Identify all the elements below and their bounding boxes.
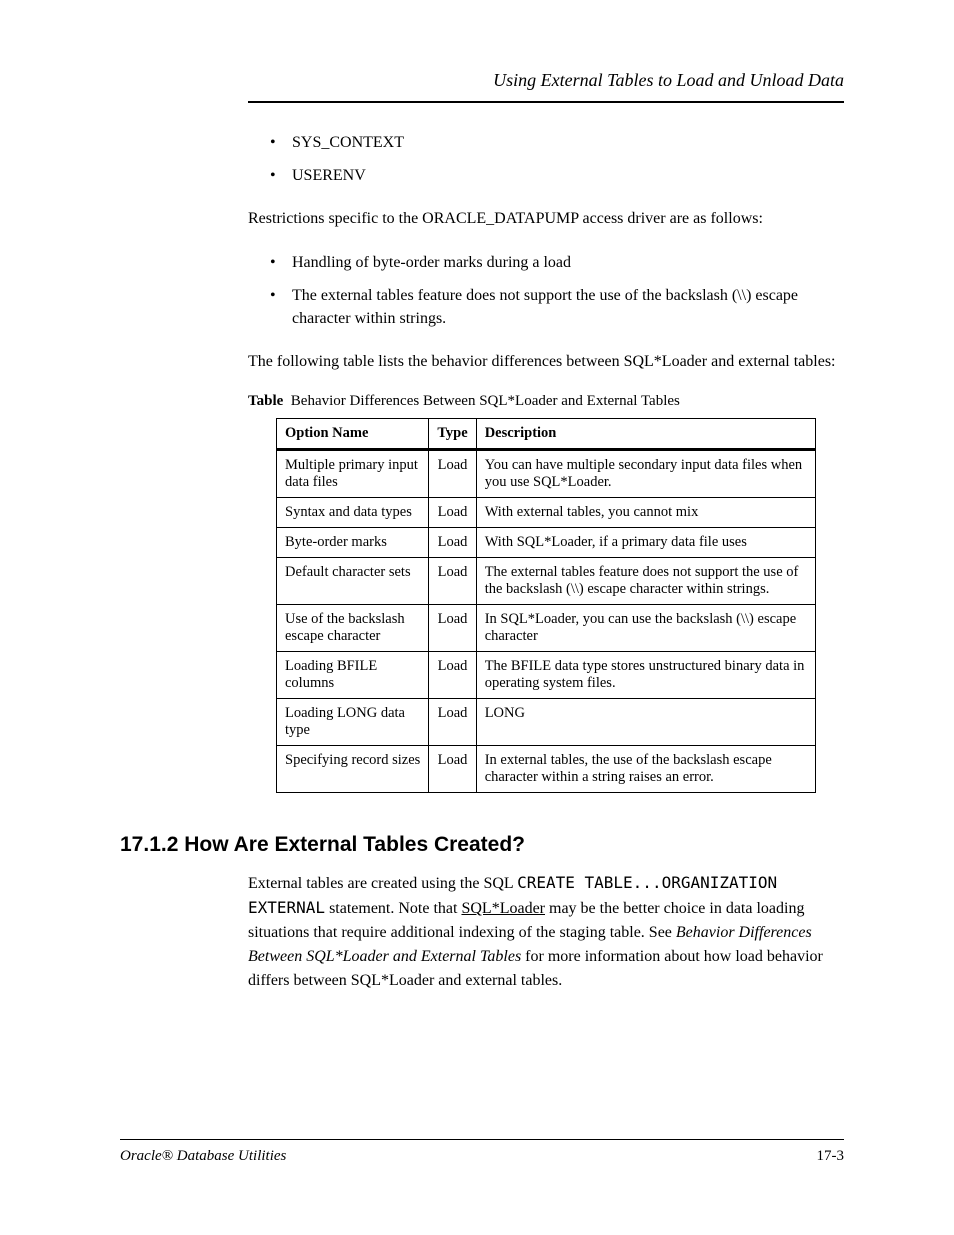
section-number: 17.1.2 xyxy=(120,833,178,856)
body-text: statement. Note that xyxy=(325,900,461,917)
col-header: Option Name xyxy=(277,419,429,450)
table-caption-text: Behavior Differences Between SQL*Loader … xyxy=(291,393,680,409)
bullet-text: USERENV xyxy=(292,164,844,187)
bullet-icon: • xyxy=(270,131,292,154)
page-footer: Oracle® Database Utilities 17-3 xyxy=(120,1139,844,1165)
options-table: Option Name Type Description Multiple pr… xyxy=(276,418,816,793)
cell-desc: With SQL*Loader, if a primary data file … xyxy=(476,528,815,558)
footer-page-number: 17-3 xyxy=(817,1148,845,1165)
section-body: External tables are created using the SQ… xyxy=(248,871,844,993)
table-row: Loading BFILE columns Load The BFILE dat… xyxy=(277,652,816,699)
bullet-text: Handling of byte-order marks during a lo… xyxy=(292,251,844,274)
body-text: External tables are created using the SQ… xyxy=(248,875,517,892)
cell-desc: The external tables feature does not sup… xyxy=(476,558,815,605)
paragraph: The following table lists the behavior d… xyxy=(248,350,844,373)
paragraph: Restrictions specific to the ORACLE_DATA… xyxy=(248,207,844,230)
cell-desc: The BFILE data type stores unstructured … xyxy=(476,652,815,699)
cell-desc: LONG xyxy=(476,699,815,746)
cell-name: Loading LONG data type xyxy=(277,699,429,746)
cell-type: Load xyxy=(429,746,476,793)
cell-type: Load xyxy=(429,558,476,605)
section-title: How Are External Tables Created? xyxy=(178,833,525,856)
col-header: Description xyxy=(476,419,815,450)
page: Using External Tables to Load and Unload… xyxy=(0,0,954,1235)
cell-name: Default character sets xyxy=(277,558,429,605)
table-caption: Table Behavior Differences Between SQL*L… xyxy=(248,393,844,410)
table-row: Multiple primary input data files Load Y… xyxy=(277,450,816,498)
bullet-text: SYS_CONTEXT xyxy=(292,131,844,154)
cell-type: Load xyxy=(429,450,476,498)
cell-name: Byte-order marks xyxy=(277,528,429,558)
table-label: Table xyxy=(248,393,287,409)
bullet-text: The external tables feature does not sup… xyxy=(292,284,844,330)
cell-desc: In SQL*Loader, you can use the backslash… xyxy=(476,605,815,652)
cell-name: Syntax and data types xyxy=(277,498,429,528)
bullet-list-top: • SYS_CONTEXT • USERENV xyxy=(270,131,844,187)
footer-left: Oracle® Database Utilities xyxy=(120,1148,286,1165)
cell-desc: With external tables, you cannot mix xyxy=(476,498,815,528)
cell-desc: In external tables, the use of the backs… xyxy=(476,746,815,793)
cell-type: Load xyxy=(429,652,476,699)
list-item: • USERENV xyxy=(270,164,844,187)
list-item: • SYS_CONTEXT xyxy=(270,131,844,154)
table-row: Specifying record sizes Load In external… xyxy=(277,746,816,793)
table-row: Loading LONG data type Load LONG xyxy=(277,699,816,746)
cell-type: Load xyxy=(429,498,476,528)
link-sqlloader[interactable]: SQL*Loader xyxy=(461,900,545,917)
cell-type: Load xyxy=(429,528,476,558)
list-item: • Handling of byte-order marks during a … xyxy=(270,251,844,274)
page-header: Using External Tables to Load and Unload… xyxy=(248,70,844,103)
cell-name: Multiple primary input data files xyxy=(277,450,429,498)
cell-name: Loading BFILE columns xyxy=(277,652,429,699)
section-heading: 17.1.2 How Are External Tables Created? xyxy=(120,833,844,857)
list-item: • The external tables feature does not s… xyxy=(270,284,844,330)
cell-type: Load xyxy=(429,605,476,652)
cell-type: Load xyxy=(429,699,476,746)
col-header: Type xyxy=(429,419,476,450)
table-header-row: Option Name Type Description xyxy=(277,419,816,450)
cell-name: Use of the backslash escape character xyxy=(277,605,429,652)
header-title: Using External Tables to Load and Unload… xyxy=(248,70,844,91)
bullet-icon: • xyxy=(270,251,292,274)
table-row: Default character sets Load The external… xyxy=(277,558,816,605)
bullet-list-mid: • Handling of byte-order marks during a … xyxy=(270,251,844,331)
table-row: Syntax and data types Load With external… xyxy=(277,498,816,528)
cell-name: Specifying record sizes xyxy=(277,746,429,793)
bullet-icon: • xyxy=(270,164,292,187)
table-row: Use of the backslash escape character Lo… xyxy=(277,605,816,652)
table-row: Byte-order marks Load With SQL*Loader, i… xyxy=(277,528,816,558)
cell-desc: You can have multiple secondary input da… xyxy=(476,450,815,498)
bullet-icon: • xyxy=(270,284,292,330)
